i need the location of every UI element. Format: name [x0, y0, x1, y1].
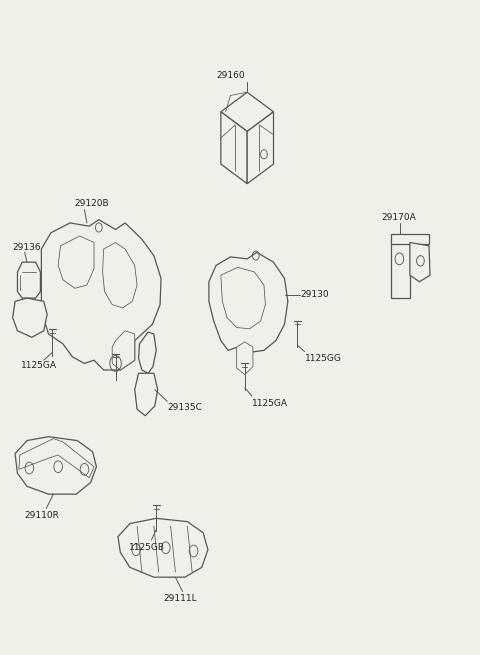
Polygon shape	[237, 342, 253, 375]
Text: 29111L: 29111L	[163, 593, 197, 603]
Polygon shape	[12, 298, 47, 337]
Text: 29160: 29160	[216, 71, 245, 81]
Text: 1125GA: 1125GA	[252, 399, 288, 408]
Text: 29120B: 29120B	[74, 199, 108, 208]
Text: 1125GG: 1125GG	[305, 354, 341, 363]
Polygon shape	[41, 219, 161, 370]
Polygon shape	[221, 267, 265, 329]
Polygon shape	[391, 239, 410, 298]
Polygon shape	[17, 262, 40, 298]
Polygon shape	[410, 242, 430, 282]
Polygon shape	[209, 252, 288, 352]
Text: 29136: 29136	[12, 242, 41, 252]
Polygon shape	[221, 112, 247, 183]
Polygon shape	[135, 373, 157, 416]
Polygon shape	[247, 112, 274, 183]
Text: 29170A: 29170A	[381, 213, 416, 222]
Text: 29130: 29130	[301, 290, 329, 299]
Text: 29110R: 29110R	[24, 511, 60, 519]
Text: 1125GB: 1125GB	[129, 543, 165, 552]
Polygon shape	[103, 242, 137, 308]
Polygon shape	[221, 92, 274, 132]
Polygon shape	[58, 236, 94, 288]
Polygon shape	[19, 439, 94, 478]
Polygon shape	[118, 518, 208, 577]
Text: 29135C: 29135C	[167, 403, 202, 412]
Polygon shape	[139, 332, 156, 373]
Polygon shape	[15, 437, 96, 494]
Polygon shape	[112, 331, 135, 370]
Text: 1125GA: 1125GA	[21, 361, 57, 370]
Polygon shape	[391, 234, 429, 244]
